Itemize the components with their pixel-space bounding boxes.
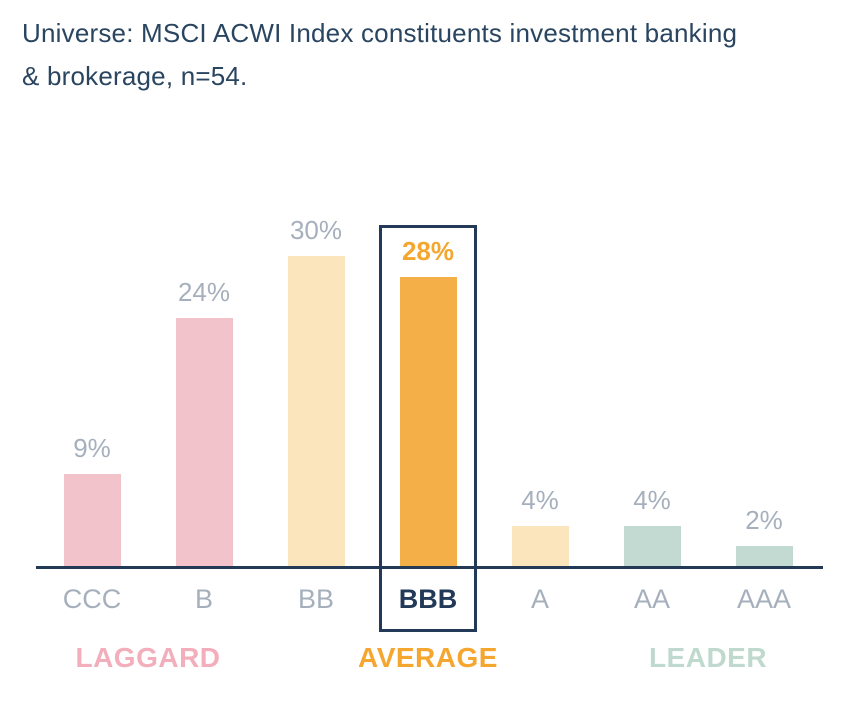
bar-bb [287,256,345,567]
category-label-bbb: BBB [398,584,458,614]
group-label-average: AVERAGE [358,642,498,673]
category-label-ccc: CCC [62,584,122,614]
highlight-box-bbb [379,225,477,632]
bar-b [175,318,233,567]
category-label-aa: AA [633,584,671,614]
value-label-bb: 30% [289,215,343,245]
chart-title-line-1: Universe: MSCI ACWI Index constituents i… [22,18,738,48]
value-label-a: 4% [521,485,559,515]
value-label-aaa: 2% [745,505,783,535]
x-axis-line [36,566,823,569]
value-label-b: 24% [177,277,231,307]
bar-aa [623,526,681,567]
bar-a [511,526,569,567]
bar-bbb [399,277,457,567]
group-label-leader: LEADER [648,642,768,673]
chart-title-line-2: & brokerage, n=54. [22,61,248,91]
value-label-ccc: 9% [73,433,111,463]
category-label-aaa: AAA [736,584,792,614]
category-label-a: A [530,584,549,614]
category-label-b: B [194,584,213,614]
category-label-bb: BB [297,584,335,614]
value-label-bbb: 28% [401,236,455,266]
bar-ccc [63,474,121,567]
chart-title: Universe: MSCI ACWI Index constituents i… [22,12,737,98]
group-label-laggard: LAGGARD [75,642,221,673]
bar-aaa [735,546,793,567]
value-label-aa: 4% [633,485,671,515]
